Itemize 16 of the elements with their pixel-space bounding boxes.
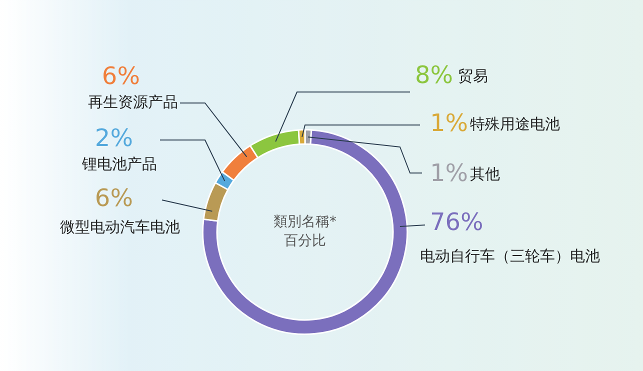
data-label: 6% bbox=[102, 62, 140, 90]
data-label: 76% bbox=[430, 208, 484, 236]
slice-label: 微型电动汽车电池 bbox=[60, 218, 180, 236]
slice-label: 贸易 bbox=[458, 66, 488, 85]
data-label: 1% bbox=[430, 109, 468, 138]
data-label: 2% bbox=[94, 124, 133, 152]
slice-label: 电动自行车（三轮车）电池 bbox=[420, 246, 600, 265]
slice-label: 锂电池产品 bbox=[81, 154, 157, 173]
text: 百分比 bbox=[284, 233, 326, 250]
data-label: 8% bbox=[415, 61, 454, 90]
data-label: 6% bbox=[94, 184, 133, 212]
text: 類別名稱* bbox=[274, 214, 336, 230]
data-label: 1% bbox=[430, 159, 468, 188]
slice-label: 特殊用途电池 bbox=[470, 114, 560, 133]
slice-label: 其他 bbox=[470, 164, 500, 183]
slice-label: 再生资源产品 bbox=[88, 92, 178, 111]
